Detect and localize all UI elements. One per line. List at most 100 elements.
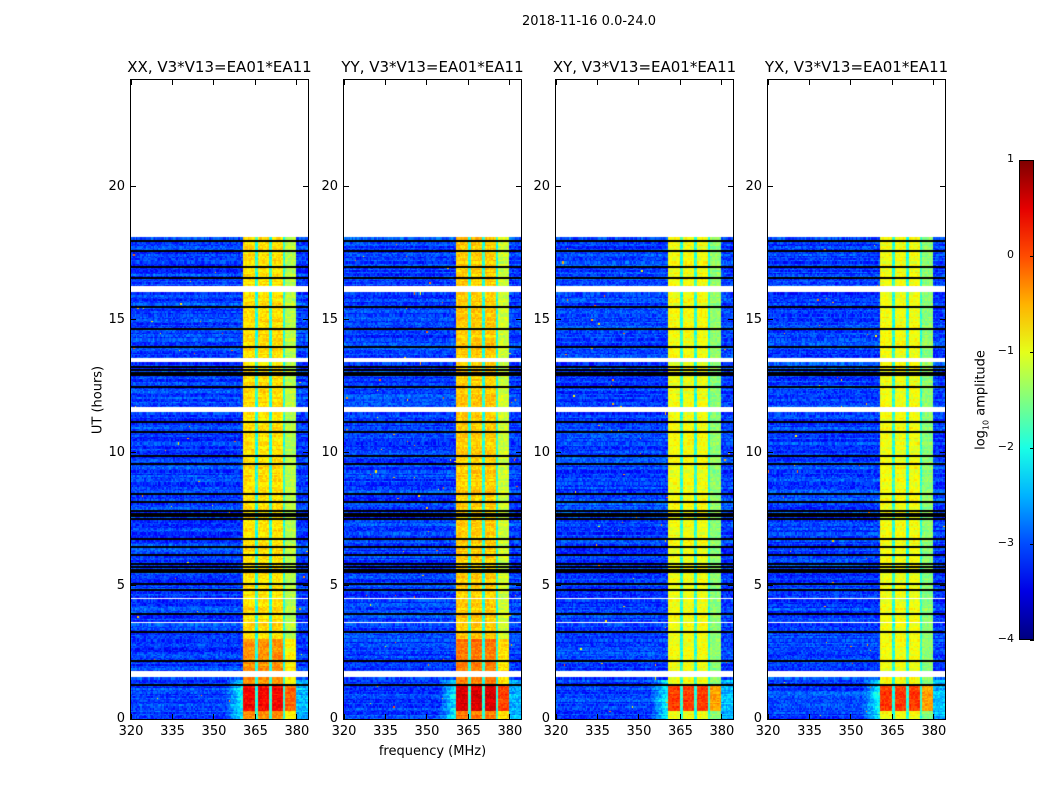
y-tick-label: 20 [108,178,125,194]
heatmap-yy [344,80,521,719]
x-tick-label: 365 [456,724,481,739]
y-tick-label: 10 [533,444,550,460]
y-tick [940,452,945,454]
y-tick-label: 5 [116,577,125,593]
y-tick [556,718,561,720]
x-tick-label: 365 [880,724,905,739]
x-tick-label: 335 [585,724,610,739]
colorbar-label-rest: amplitude [973,350,989,420]
panel-xy: XY, V3*V13=EA01*EA11 320 335 350 365 380 0 5 10… [533,58,736,739]
x-tick [426,80,428,85]
y-tick-label: 5 [329,577,338,593]
colorbar-label: log10 amplitude [974,350,991,450]
y-tick-label: 20 [321,178,338,194]
x-tick [426,714,428,719]
colorbar-tick [1030,448,1034,449]
y-tick [556,186,561,187]
x-tick-label: 335 [373,724,398,739]
y-tick [303,452,308,454]
x-tick-label: 335 [160,724,185,739]
y-tick-label: 15 [533,311,550,327]
colorbar-tick [1030,256,1034,257]
y-tick [131,319,136,321]
y-tick [303,585,308,587]
heatmap-yx [768,80,945,719]
y-tick [556,585,561,587]
y-tick [131,452,136,454]
x-tick-label: 365 [243,724,268,739]
x-tick [555,714,557,719]
y-tick [516,186,521,187]
y-tick [344,319,349,321]
y-tick [768,718,773,720]
y-tick-label: 0 [541,711,550,726]
y-tick [940,319,945,321]
x-tick-label: 320 [331,724,357,739]
colorbar-tick-label: −1 [997,344,1014,357]
x-tick-label: 335 [797,724,822,739]
y-tick-label: 10 [745,444,762,460]
colorbar-tick-label: −3 [997,536,1014,549]
heatmap-xy [556,80,733,719]
x-tick [213,714,215,719]
y-tick-label: 10 [108,444,125,460]
panel-xx: XX, V3*V13=EA01*EA11 320 335 350 365 380 0 5 10… [108,58,311,739]
y-tick [131,718,136,720]
x-tick-label: 350 [626,724,652,739]
y-tick [344,452,349,454]
y-tick [940,186,945,187]
x-tick [509,714,511,719]
y-tick-label: 15 [108,311,125,327]
y-tick [728,452,733,454]
panel-title: YX, V3*V13=EA01*EA11 [764,58,949,76]
y-tick-label: 15 [745,311,762,327]
x-tick [384,714,386,719]
x-tick [638,714,640,719]
y-tick [516,452,521,454]
x-tick [130,714,132,719]
x-tick [130,80,132,85]
y-tick [131,186,136,187]
x-tick [891,714,893,719]
y-tick [303,718,308,720]
y-tick-label: 15 [321,311,338,327]
x-tick [596,80,598,85]
y-tick [556,319,561,321]
x-tick [767,80,769,85]
x-tick [171,714,173,719]
x-tick [296,714,298,719]
colorbar-tick-label: 0 [1007,248,1014,261]
y-tick [768,452,773,454]
colorbar-tick [1030,544,1034,545]
x-tick-label: 350 [414,724,440,739]
x-tick [638,80,640,85]
y-tick [303,186,308,187]
x-tick [933,80,935,85]
x-tick [467,714,469,719]
y-tick [768,186,773,187]
x-tick [808,80,810,85]
x-tick-label: 320 [118,724,144,739]
x-tick-label: 365 [668,724,693,739]
x-tick-label: 320 [755,724,781,739]
x-tick-label: 350 [838,724,864,739]
x-tick [467,80,469,85]
y-tick [940,585,945,587]
y-tick [768,319,773,321]
y-tick-label: 10 [321,444,338,460]
x-tick [171,80,173,85]
x-tick [767,714,769,719]
y-tick [344,585,349,587]
x-tick-label: 350 [201,724,227,739]
panel-title: XX, V3*V13=EA01*EA11 [127,58,312,76]
colorbar-tick-label: 1 [1007,152,1014,165]
colorbar-tick [1030,160,1034,161]
x-tick [254,714,256,719]
x-tick [933,714,935,719]
x-tick [850,80,852,85]
y-tick [344,186,349,187]
x-axis-label: frequency (MHz) [378,744,487,759]
x-tick [509,80,511,85]
y-tick [728,319,733,321]
y-tick [516,585,521,587]
